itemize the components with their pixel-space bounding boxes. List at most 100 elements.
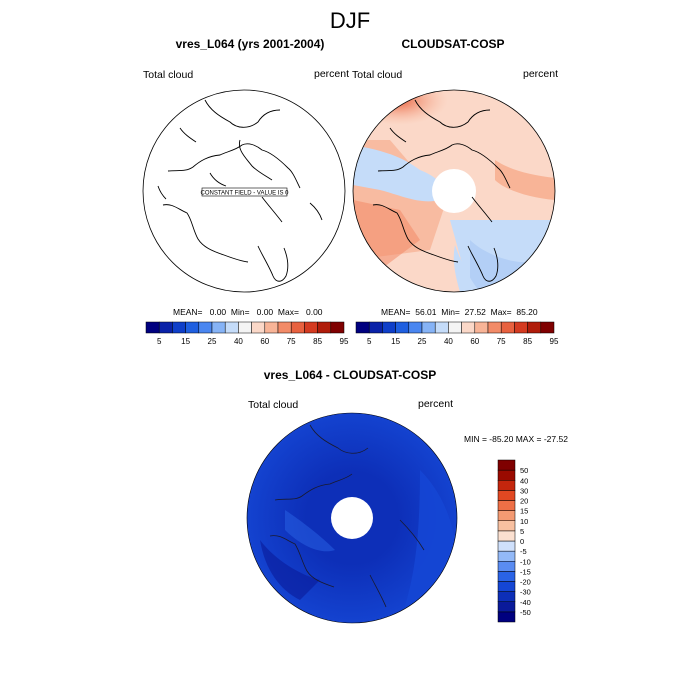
colorbar-1-swatch — [185, 321, 200, 334]
coastlines-2 — [372, 99, 511, 282]
panel2-left-label: Total cloud — [352, 69, 403, 81]
colorbar-3-swatch — [497, 601, 516, 613]
panel2-right-label: percent — [523, 68, 559, 80]
colorbar-2-swatch — [382, 321, 396, 334]
colorbar-1-swatch — [330, 321, 345, 334]
colorbar-2-tick-label: 60 — [470, 337, 479, 346]
colorbar-1-tick-label: 85 — [313, 337, 322, 346]
colorbar-3-tick-label: 30 — [520, 486, 528, 495]
colorbar-2-tick-label: 5 — [367, 337, 372, 346]
constant-field-note: CONSTANT FIELD - VALUE IS 0 — [200, 191, 289, 197]
colorbar-2-swatch — [500, 321, 515, 334]
colorbar-1: 5 15 25 40 60 75 85 95 — [145, 321, 349, 346]
colorbar-3-tick-label: 5 — [520, 527, 524, 536]
colorbar-1-swatch — [211, 321, 226, 334]
panel1-right-label: percent — [314, 68, 350, 80]
constant-field-box — [201, 187, 288, 197]
colorbar-2-tick-label: 75 — [497, 337, 506, 346]
panel3-title: vres_L064 - CLOUDSAT-COSP — [263, 368, 437, 382]
panel3-minmax: MIN = -85.20 MAX = -27.52 — [464, 434, 568, 444]
colorbar-3-swatch — [497, 510, 516, 521]
colorbar-1-swatch — [317, 321, 332, 334]
colorbar-3-swatch — [497, 550, 516, 562]
colorbar-3-tick-label: 10 — [520, 517, 528, 526]
colorbar-3-tick-label: 50 — [520, 466, 528, 475]
colorbar-1-swatch — [277, 321, 292, 334]
panel1-stats: MEAN= 0.00 Min= 0.00 Max= 0.00 — [173, 307, 323, 317]
colorbar-1-swatch — [238, 321, 252, 334]
colorbar-1-tick-label: 15 — [181, 337, 190, 346]
colorbar-3-tick-label: -10 — [520, 557, 531, 566]
coastlines-1 — [157, 99, 323, 282]
colorbar-2-swatch — [514, 321, 528, 334]
colorbar-2-swatch — [527, 321, 542, 334]
colorbar-3-swatch — [497, 520, 516, 532]
colorbar-3-swatch — [497, 540, 516, 552]
colorbar-1-swatch — [198, 321, 213, 334]
colorbar-1-swatch — [251, 321, 266, 334]
panel3-map — [246, 412, 458, 624]
colorbar-2-tick-label: 95 — [550, 337, 559, 346]
colorbar-3-tick-label: -5 — [520, 547, 527, 556]
panel2-map — [352, 89, 556, 293]
colorbar-3-tick-label: -30 — [520, 588, 531, 597]
colorbar-2-swatch — [448, 321, 462, 334]
colorbar-3-swatch — [497, 459, 516, 471]
panel3-left-label: Total cloud — [248, 399, 299, 411]
colorbar-1-swatch — [304, 321, 318, 334]
colorbar-3-tick-label: -20 — [520, 578, 531, 587]
colorbar-2-tick-label: 25 — [418, 337, 427, 346]
colorbar-1-tick-label: 60 — [260, 337, 269, 346]
colorbar-3-swatch — [497, 490, 516, 501]
colorbar-3-swatch — [497, 480, 516, 491]
colorbar-1-tick-label: 75 — [287, 337, 296, 346]
page-title: DJF — [329, 8, 371, 33]
colorbar-3-tick-label: -50 — [520, 608, 531, 617]
colorbar-2-tick-label: 40 — [444, 337, 453, 346]
panel2-title: CLOUDSAT-COSP — [401, 37, 505, 51]
panel3-right-label: percent — [418, 398, 454, 410]
colorbar-3-tick-label: 15 — [520, 507, 528, 516]
colorbar-3-tick-label: 0 — [520, 537, 524, 546]
panel1-left-label: Total cloud — [143, 69, 194, 81]
colorbar-3-swatch — [497, 571, 516, 582]
coastlines-3 — [269, 424, 425, 608]
colorbar-1-swatch — [264, 321, 279, 334]
colorbar-2-swatch — [434, 321, 449, 334]
colorbar-2-swatch — [540, 321, 555, 334]
colorbar-3-swatch — [497, 611, 516, 623]
colorbar-2-swatch — [395, 321, 410, 334]
colorbar-2: 5 15 25 40 60 75 85 95 — [355, 321, 559, 346]
colorbar-3-swatch — [497, 581, 516, 592]
colorbar-3-swatch — [497, 500, 516, 511]
colorbar-2-swatch — [421, 321, 436, 334]
colorbar-3-swatch — [497, 591, 516, 602]
colorbar-2-swatch — [461, 321, 476, 334]
panel1-map: CONSTANT FIELD - VALUE IS 0 — [142, 89, 346, 293]
panel1-title: vres_L064 (yrs 2001-2004) — [175, 37, 325, 51]
colorbar-2-swatch — [368, 321, 383, 334]
colorbar-1-swatch — [158, 321, 173, 334]
colorbar-2-tick-label: 85 — [523, 337, 532, 346]
colorbar-2-swatch — [487, 321, 502, 334]
colorbar-3-swatch — [497, 530, 516, 542]
colorbar-2-swatch — [408, 321, 423, 334]
colorbar-2-tick-label: 15 — [391, 337, 400, 346]
colorbar-2-swatch — [474, 321, 489, 334]
colorbar-1-tick-label: 95 — [340, 337, 349, 346]
colorbar-3-tick-label: -15 — [520, 567, 531, 576]
colorbar-1-swatch — [290, 321, 305, 334]
colorbar-1-swatch — [224, 321, 239, 334]
colorbar-1-swatch — [145, 321, 160, 334]
colorbar-1-tick-label: 25 — [208, 337, 217, 346]
colorbar-3-swatch — [497, 561, 516, 572]
colorbar-3-tick-label: 20 — [520, 497, 528, 506]
colorbar-3-tick-label: 40 — [520, 476, 528, 485]
colorbar-3-tick-label: -40 — [520, 598, 531, 607]
colorbar-1-swatch — [172, 321, 186, 334]
colorbar-1-tick-label: 40 — [234, 337, 243, 346]
colorbar-1-tick-label: 5 — [157, 337, 162, 346]
colorbar-2-swatch — [355, 321, 370, 334]
